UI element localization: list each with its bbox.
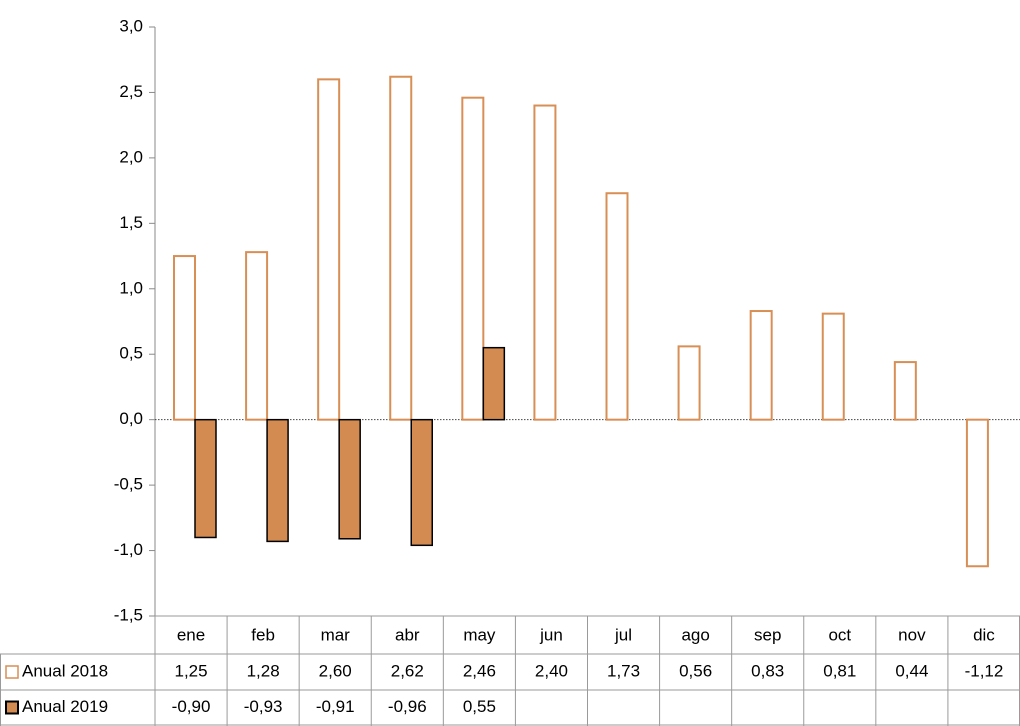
- table-value: -1,12: [965, 661, 1004, 680]
- bar: [245, 251, 269, 421]
- y-tick-label: 2,5: [119, 82, 143, 101]
- table-value: 0,83: [751, 661, 784, 680]
- bar: [605, 192, 629, 421]
- legend-label: Anual 2019: [22, 697, 108, 716]
- table-value: -0,90: [172, 697, 211, 716]
- bar: [410, 418, 433, 547]
- y-tick-label: -1,5: [114, 605, 143, 624]
- x-tick-label: ago: [681, 625, 709, 644]
- y-tick-label: -1,0: [114, 540, 143, 559]
- y-tick-label: 1,5: [119, 213, 143, 232]
- x-tick-label: feb: [251, 625, 275, 644]
- bar: [389, 75, 413, 421]
- x-tick-label: mar: [321, 625, 351, 644]
- bar: [821, 312, 845, 421]
- y-tick-label: 1,0: [119, 278, 143, 297]
- table-value: -0,96: [388, 697, 427, 716]
- table-value: 0,56: [679, 661, 712, 680]
- table-value: 2,40: [535, 661, 568, 680]
- table-value: 0,55: [463, 697, 496, 716]
- y-tick-label: -0,5: [114, 475, 143, 494]
- x-tick-label: ene: [177, 625, 205, 644]
- legend-swatch: [5, 665, 19, 679]
- y-tick-label: 0,5: [119, 344, 143, 363]
- table-value: 0,81: [823, 661, 856, 680]
- x-tick-label: nov: [898, 625, 926, 644]
- table-value: 2,62: [391, 661, 424, 680]
- table-value: 0,44: [895, 661, 928, 680]
- bar: [461, 96, 485, 421]
- bar: [194, 418, 217, 539]
- x-tick-label: jun: [539, 625, 563, 644]
- bar: [266, 418, 289, 543]
- table-value: 2,46: [463, 661, 496, 680]
- legend-label: Anual 2018: [22, 661, 108, 680]
- x-tick-label: may: [463, 625, 496, 644]
- x-tick-label: abr: [395, 625, 420, 644]
- table-value: -0,91: [316, 697, 355, 716]
- bar: [338, 418, 361, 540]
- y-tick-label: 3,0: [119, 16, 143, 35]
- x-tick-label: jul: [614, 625, 632, 644]
- y-tick-label: 2,0: [119, 147, 143, 166]
- bar: [173, 255, 196, 421]
- legend-swatch: [5, 700, 19, 715]
- table-value: -0,93: [244, 697, 283, 716]
- bar: [965, 418, 989, 568]
- x-tick-label: sep: [754, 625, 781, 644]
- x-tick-label: oct: [828, 625, 851, 644]
- table-value: 1,25: [174, 661, 207, 680]
- x-tick-label: dic: [973, 625, 995, 644]
- table-value: 2,60: [319, 661, 352, 680]
- bar: [749, 310, 773, 421]
- bar: [317, 78, 341, 421]
- bar: [482, 346, 506, 421]
- table-value: 1,73: [607, 661, 640, 680]
- bar: [893, 361, 917, 421]
- bar: [533, 104, 557, 421]
- bar: [677, 345, 701, 421]
- y-tick-label: 0,0: [119, 409, 143, 428]
- table-value: 1,28: [247, 661, 280, 680]
